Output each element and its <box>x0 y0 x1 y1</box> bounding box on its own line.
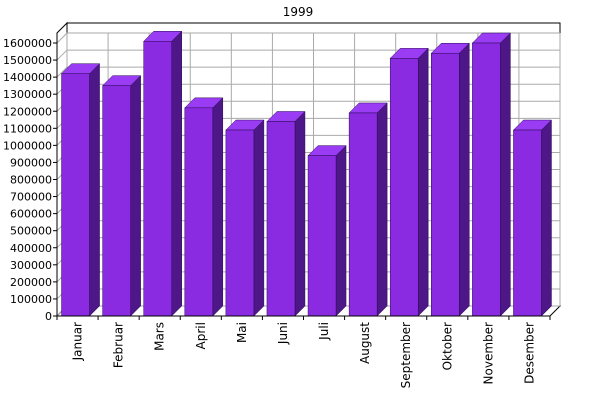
bar-side <box>294 110 306 317</box>
bar-front <box>513 129 542 317</box>
bar-side <box>130 75 141 317</box>
bar-side <box>171 30 182 317</box>
y-tick-label: 1000000 <box>3 139 52 152</box>
y-tick-label: 1600000 <box>3 37 52 50</box>
bar-side <box>541 119 552 317</box>
x-tick-label: September <box>399 322 413 388</box>
bar-front <box>266 121 296 317</box>
bar <box>389 47 429 317</box>
x-tick-label: Juni <box>276 322 290 345</box>
bar-side <box>89 63 100 317</box>
x-tick-label: Februar <box>112 322 126 368</box>
y-tick-label: 600000 <box>10 208 52 221</box>
bar <box>266 110 306 317</box>
y-tick-label: 100000 <box>10 293 52 306</box>
bar <box>60 63 101 317</box>
bar <box>184 97 224 317</box>
y-tick-label: 1200000 <box>3 105 52 118</box>
bar <box>102 75 142 317</box>
bar-front <box>102 85 131 317</box>
y-tick-label: 1500000 <box>3 54 52 67</box>
bar-front <box>431 52 460 317</box>
bar-side <box>253 119 265 317</box>
y-tick-label: 0 <box>45 310 52 323</box>
x-tick-label: Oktober <box>440 322 454 370</box>
y-tick-label: 1400000 <box>3 71 52 84</box>
y-tick-label: 1100000 <box>3 122 52 135</box>
bar <box>143 30 183 317</box>
x-tick-label: Juli <box>317 322 331 341</box>
y-tick-label: 300000 <box>10 259 52 272</box>
bar-side <box>376 102 388 317</box>
x-tick-label: Desember <box>522 322 536 384</box>
bar-side <box>459 42 470 317</box>
y-tick-label: 900000 <box>10 156 52 169</box>
x-tick-label: Mars <box>153 322 167 351</box>
x-tick-label: August <box>358 322 372 364</box>
bar-front <box>184 107 214 317</box>
bar-front <box>389 58 419 317</box>
y-tick-label: 500000 <box>10 225 52 238</box>
bar-front <box>61 73 90 317</box>
bar-front <box>348 112 378 317</box>
y-tick-label: 800000 <box>10 174 52 187</box>
bar-front <box>143 41 172 317</box>
bar-front <box>225 129 255 317</box>
bar <box>348 102 388 317</box>
bar-front <box>472 42 501 317</box>
y-tick-label: 200000 <box>10 276 52 289</box>
y-tick-label: 1300000 <box>3 88 52 101</box>
y-axis: 0 100000 200000 300000 400000 500000 600000 700… <box>3 33 58 323</box>
bar <box>471 32 511 317</box>
bar <box>225 119 265 317</box>
bar-side <box>335 145 347 317</box>
chart-title: 1999 <box>283 5 314 19</box>
x-tick-label: Januar <box>71 322 85 361</box>
x-tick-label: November <box>481 322 495 384</box>
bar <box>430 42 470 317</box>
bar <box>512 119 553 317</box>
bar <box>307 145 347 317</box>
bar-front <box>307 155 337 317</box>
y-tick-label: 700000 <box>10 191 52 204</box>
bar-side <box>212 97 224 317</box>
bar-side <box>500 32 511 317</box>
bar-side <box>417 47 429 317</box>
bars <box>60 30 553 317</box>
y-tick-label: 400000 <box>10 242 52 255</box>
x-tick-label: April <box>194 322 208 349</box>
x-tick-label: Mai <box>235 322 249 343</box>
x-axis: Januar Februar Mars April Mai Juni Juli August S… <box>56 315 551 388</box>
